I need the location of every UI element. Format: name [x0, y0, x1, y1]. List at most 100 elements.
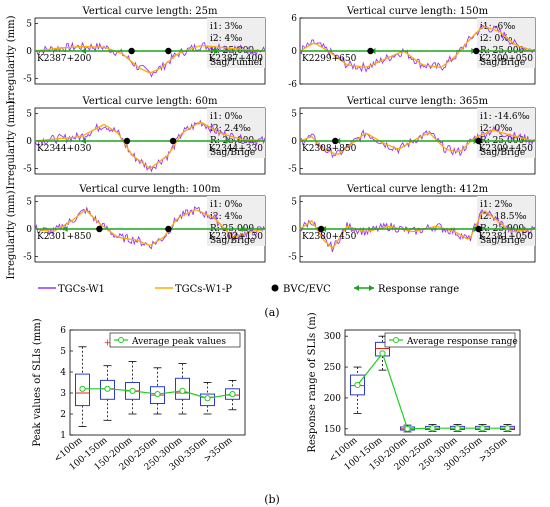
figure-label-b: (b)	[264, 493, 280, 506]
mean-point	[204, 395, 211, 402]
box	[350, 374, 365, 396]
y-tick-label: 0	[291, 47, 297, 57]
bvc-evc-point	[475, 137, 482, 145]
y-tick-label: 0	[26, 225, 32, 235]
y-tick-label: 300	[324, 332, 341, 342]
mean-point	[379, 350, 386, 357]
legend-bvc: BVC/EVC	[283, 284, 331, 295]
station-end: K2387+400	[209, 54, 264, 64]
plot-frame	[344, 329, 521, 436]
bvc-evc-point	[123, 137, 131, 145]
params-box	[207, 108, 265, 158]
y-tick-label: 5	[26, 198, 32, 208]
param-line: Sag/Tunnel	[210, 58, 262, 68]
series-tgcs-w1-p	[34, 44, 266, 74]
param-line: i2: 0‰	[480, 34, 512, 44]
bvc-evc-point	[367, 47, 374, 55]
station-end: K2381+050	[479, 232, 534, 242]
y-tick-label: 6	[60, 326, 66, 336]
box	[75, 373, 90, 407]
param-line: Sag/Brige	[210, 148, 255, 158]
ylabel-row2: Irregularity (mm)	[6, 100, 17, 189]
station-end: K2309+450	[479, 144, 534, 154]
y-tick-label: 0	[291, 225, 297, 235]
y-tick-label: 150	[324, 425, 341, 435]
mean-point	[354, 381, 361, 389]
y-axis-label: Peak values of SLIs (mm)	[32, 318, 43, 446]
y-tick-label: 0	[26, 137, 32, 147]
line-chart-a6: Vertical curve length: 412m -5 0 5 i1: 2‰ i2:…	[288, 184, 536, 263]
y-tick-label: -5	[23, 165, 32, 175]
y-tick-label: 5	[26, 110, 32, 120]
y-tick-label: 6	[291, 14, 297, 24]
mean-point	[454, 425, 461, 432]
y-tick-label: 200	[324, 394, 341, 404]
param-line: Sag/Brige	[210, 236, 255, 246]
y-tick-label: 2	[60, 410, 66, 420]
mean-point	[479, 425, 486, 432]
param-line: i1: 2‰	[480, 200, 512, 210]
y-tick-label: -5	[23, 253, 32, 263]
station-end: K2300+050	[479, 54, 534, 64]
bvc-evc-point	[128, 47, 135, 55]
param-line: i2: 4‰	[210, 212, 242, 222]
series-tgcs-w1	[299, 24, 536, 73]
y-tick-label: 0	[26, 47, 32, 57]
chart-title: Vertical curve length: 100m	[78, 184, 221, 195]
ylabel-row3: Irregularity (mm)	[6, 190, 17, 279]
station-start: K2387+200	[37, 54, 92, 64]
station-start: K2344+030	[37, 144, 92, 154]
mean-line	[357, 352, 508, 430]
range-arrow-right	[241, 226, 247, 232]
station-end: K2344+330	[209, 144, 264, 154]
mean-point	[154, 390, 161, 398]
param-line: i2: 0‰	[480, 124, 512, 134]
station-start: K2380+450	[302, 232, 357, 242]
chart-title: Vertical curve length: 60m	[82, 96, 218, 107]
legend-box	[109, 332, 241, 348]
legend-text: Average peak values	[131, 337, 226, 347]
chart-title: Vertical curve length: 412m	[346, 184, 489, 195]
bvc-evc-point	[317, 225, 325, 233]
param-line: i2: 4‰	[210, 34, 242, 44]
y-axis-label: Response range of SLIs (m)	[307, 312, 318, 452]
param-line: i1: -14.6‰	[480, 112, 530, 122]
series-tgcs-w1-p	[34, 121, 266, 170]
y-tick-label: -5	[288, 165, 297, 175]
y-tick-label: 1	[60, 431, 66, 441]
station-start: K2301+850	[37, 232, 92, 242]
mean-point	[504, 425, 511, 432]
param-line: i2: 18.5‰	[480, 212, 527, 222]
param-line: Sag/Brige	[480, 236, 525, 246]
y-tick-label: 5	[291, 110, 297, 120]
y-tick-label: -6	[288, 80, 297, 90]
line-chart-a3: Vertical curve length: 60m -5 0 5 i1: 0‰ i2: …	[23, 96, 266, 175]
y-tick-label: 3	[60, 389, 66, 399]
mean-point	[404, 425, 411, 432]
params-box	[477, 196, 535, 246]
y-tick-label: 5	[60, 347, 66, 357]
param-line: Sag/Brige	[480, 148, 525, 158]
legend-box	[384, 332, 516, 348]
range-arrow-left	[81, 138, 86, 144]
outlier-marker: +	[104, 339, 112, 349]
chart-title: Vertical curve length: 365m	[346, 96, 489, 107]
legend-panel-a: TGCs-W1 TGCs-W1-P BVC/EVC Response range	[38, 284, 459, 295]
y-tick-label: 0	[291, 137, 297, 147]
legend-tgcs-p: TGCs-W1-P	[175, 284, 232, 295]
legend-tgcs: TGCs-W1	[58, 284, 105, 295]
panel-a: Vertical curve length: 25m -5 0 5 i1: 3‰ i2: …	[23, 6, 536, 263]
mean-point	[129, 387, 136, 394]
y-tick-label: -5	[288, 253, 297, 263]
bvc-evc-point	[475, 225, 482, 233]
line-chart-a2: Vertical curve length: 150m -6 0 6 i1: -6‰ i2…	[288, 6, 536, 90]
bvc-evc-point	[169, 137, 177, 145]
y-tick-label: 5	[291, 198, 297, 208]
series-tgcs-w1-p	[299, 210, 536, 249]
bvc-evc-point	[165, 225, 172, 233]
bvc-evc-point	[332, 137, 339, 145]
line-chart-a5: Vertical curve length: 100m -5 0 5 i1: 0‰ i2:…	[23, 184, 266, 263]
range-arrow-left	[81, 48, 86, 54]
